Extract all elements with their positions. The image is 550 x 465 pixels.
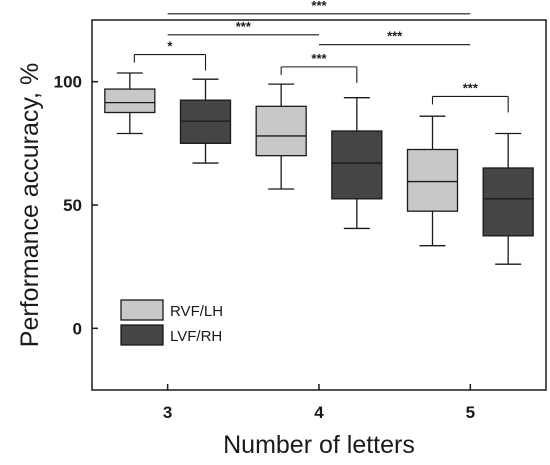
y-axis-label: Performance accuracy, %	[16, 63, 44, 347]
box-iqr	[406, 148, 459, 212]
x-tick-label: 4	[314, 403, 324, 422]
significance-annotations: ****************	[133, 0, 509, 113]
legend-label: RVF/LH	[170, 303, 223, 320]
significance-label: ***	[311, 0, 327, 13]
box-iqr	[255, 105, 307, 157]
y-axis-ticks: 0 50 100	[54, 73, 98, 338]
legend: RVF/LH LVF/RH	[120, 299, 223, 346]
significance-label: ***	[236, 19, 252, 34]
significance-label: ***	[387, 29, 403, 44]
box-iqr	[104, 88, 156, 114]
x-axis-ticks: 3 4 5	[163, 384, 475, 422]
box-iqr	[331, 130, 383, 200]
legend-swatch	[120, 299, 164, 321]
x-tick-label: 3	[163, 403, 172, 422]
y-tick-label: 100	[54, 73, 82, 92]
y-tick-label: 0	[73, 319, 82, 338]
legend-swatch	[120, 324, 164, 346]
x-axis-label: Number of letters	[223, 431, 415, 459]
significance-label: *	[167, 39, 173, 54]
x-tick-label: 5	[466, 403, 475, 422]
significance-label: ***	[311, 51, 327, 66]
box-iqr	[482, 167, 534, 237]
y-tick-label: 50	[63, 196, 82, 215]
box-series	[104, 72, 534, 265]
significance-label: ***	[463, 80, 479, 95]
legend-label: LVF/RH	[170, 328, 222, 345]
